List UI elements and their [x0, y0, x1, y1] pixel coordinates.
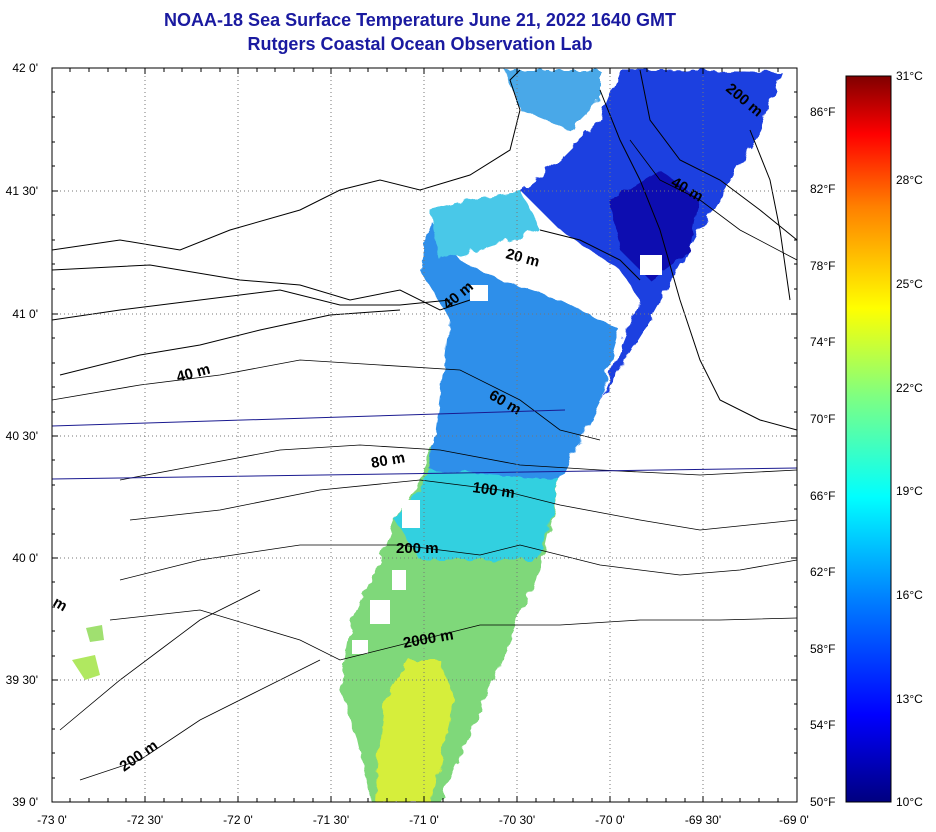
- svg-text:54°F: 54°F: [810, 718, 835, 732]
- isobaths: [52, 139, 797, 781]
- svg-text:42 0': 42 0': [12, 61, 38, 75]
- svg-text:40 m: 40 m: [175, 361, 212, 386]
- fahrenheit-labels: 86°F 82°F 78°F 74°F 70°F 66°F 62°F 58°F …: [810, 105, 835, 809]
- svg-text:25°C: 25°C: [896, 277, 923, 291]
- svg-text:13°C: 13°C: [896, 692, 923, 706]
- svg-text:28°C: 28°C: [896, 173, 923, 187]
- svg-text:100 m: 100 m: [471, 479, 515, 502]
- svg-text:58°F: 58°F: [810, 642, 835, 656]
- svg-text:31°C: 31°C: [896, 69, 923, 83]
- colorbar-celsius-labels: 31°C 28°C 25°C 22°C 19°C 16°C 13°C 10°C: [896, 69, 923, 809]
- cloud-gaps: [352, 255, 662, 654]
- svg-text:66°F: 66°F: [810, 489, 835, 503]
- svg-text:74°F: 74°F: [810, 335, 835, 349]
- sst-cape-cod-bay: [505, 70, 600, 130]
- svg-text:22°C: 22°C: [896, 381, 923, 395]
- svg-text:50°F: 50°F: [810, 795, 835, 809]
- svg-text:-72 30': -72 30': [127, 813, 163, 827]
- map-subtitle: Rutgers Coastal Ocean Observation Lab: [247, 34, 593, 54]
- svg-text:200 m: 200 m: [396, 540, 439, 557]
- svg-text:39 30': 39 30': [6, 673, 38, 687]
- graticule: [52, 68, 797, 802]
- svg-text:m: m: [50, 594, 70, 615]
- svg-text:78°F: 78°F: [810, 259, 835, 273]
- svg-text:-72 0': -72 0': [223, 813, 253, 827]
- svg-text:40 0': 40 0': [12, 551, 38, 565]
- coastline: [52, 69, 797, 431]
- latitude-labels: 42 0' 41 30' 41 0' 40 30' 40 0' 39 30' 3…: [6, 61, 38, 809]
- sst-small-patch-2: [86, 625, 104, 642]
- svg-text:-70 30': -70 30': [499, 813, 535, 827]
- sst-small-patch: [72, 655, 100, 680]
- svg-text:-69 30': -69 30': [685, 813, 721, 827]
- svg-text:70°F: 70°F: [810, 412, 835, 426]
- svg-text:10°C: 10°C: [896, 795, 923, 809]
- svg-text:16°C: 16°C: [896, 588, 923, 602]
- svg-text:41 0': 41 0': [12, 307, 38, 321]
- svg-text:86°F: 86°F: [810, 105, 835, 119]
- svg-text:-73 0': -73 0': [37, 813, 67, 827]
- frame-ticks: [51, 67, 797, 803]
- svg-text:39 0': 39 0': [12, 795, 38, 809]
- svg-text:19°C: 19°C: [896, 484, 923, 498]
- nav-lines: [52, 409, 797, 480]
- svg-text:82°F: 82°F: [810, 182, 835, 196]
- map-title: NOAA-18 Sea Surface Temperature June 21,…: [164, 10, 676, 30]
- svg-text:20 m: 20 m: [504, 245, 541, 270]
- svg-text:200 m: 200 m: [117, 737, 162, 775]
- svg-text:-69 0': -69 0': [779, 813, 809, 827]
- colorbar: [845, 75, 892, 803]
- sst-coldest-patch: [610, 170, 700, 280]
- svg-text:80 m: 80 m: [370, 449, 407, 472]
- svg-text:41 30': 41 30': [6, 184, 38, 198]
- svg-text:-71 30': -71 30': [313, 813, 349, 827]
- sst-light-patch: [430, 190, 540, 260]
- longitude-labels: -73 0' -72 30' -72 0' -71 30' -71 0' -70…: [37, 813, 809, 827]
- svg-text:-71 0': -71 0': [409, 813, 439, 827]
- sst-cyan-band: [395, 460, 560, 560]
- svg-text:62°F: 62°F: [810, 565, 835, 579]
- svg-text:40 30': 40 30': [6, 429, 38, 443]
- sst-warm-patch: [375, 660, 455, 802]
- svg-text:-70 0': -70 0': [595, 813, 625, 827]
